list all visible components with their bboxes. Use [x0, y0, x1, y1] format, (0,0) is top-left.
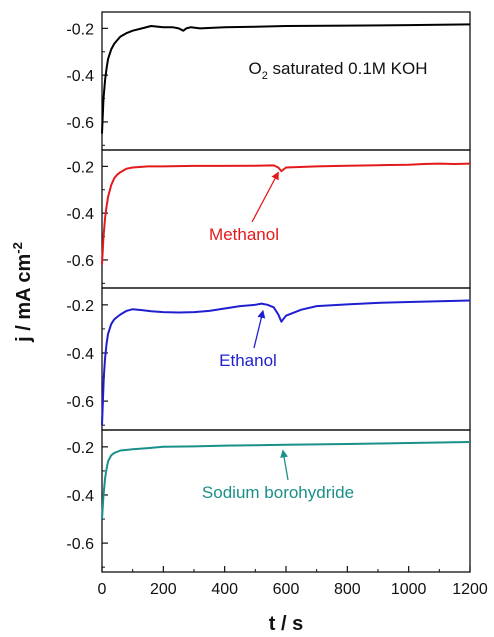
series-line-2 — [101, 299, 471, 426]
y-tick-label: -0.6 — [66, 253, 94, 270]
y-tick-label: -0.6 — [66, 394, 94, 411]
x-tick-label: 1000 — [391, 581, 427, 598]
y-tick-label: -0.4 — [66, 68, 94, 85]
series-label: Methanol — [209, 225, 279, 244]
y-tick-label: -0.2 — [66, 440, 94, 457]
panel-3: -0.2 -0.4 -0.6 Sodium borohydride — [66, 429, 471, 573]
panel-frame — [101, 11, 471, 151]
series-line-1 — [101, 162, 471, 265]
panel-0: -0.2 -0.4 -0.6 O2 saturated 0.1M KOH — [66, 11, 471, 151]
y-tick-label: -0.4 — [66, 206, 94, 223]
y-tick-label: -0.2 — [66, 159, 94, 176]
x-tick-label: 0 — [98, 581, 107, 598]
x-axis: 0 200 400 600 800 1000 1200 — [98, 566, 488, 598]
series-label-subscript: 2 — [262, 70, 268, 82]
x-tick-label: 400 — [211, 581, 238, 598]
series-line-3 — [101, 441, 471, 520]
y-axis-title-superscript: -2 — [10, 242, 25, 254]
series-arrow — [253, 309, 266, 349]
panel-2: -0.2 -0.4 -0.6 Ethanol — [66, 287, 471, 431]
series-label: Ethanol — [219, 351, 277, 370]
y-tick-label: -0.4 — [66, 346, 94, 363]
y-tick-label: -0.4 — [66, 488, 94, 505]
series-label: O2 saturated 0.1M KOH — [248, 59, 427, 82]
panel-frame — [101, 149, 471, 289]
series-line-0 — [101, 23, 471, 134]
x-tick-label: 1200 — [452, 581, 488, 598]
y-tick-label: -0.2 — [66, 21, 94, 38]
panel-1: -0.2 -0.4 -0.6 Methanol — [66, 149, 471, 289]
y-tick-label: -0.2 — [66, 298, 94, 315]
y-tick-label: -0.6 — [66, 115, 94, 132]
x-tick-label: 200 — [150, 581, 177, 598]
x-tick-label: 600 — [273, 581, 300, 598]
chart-panels: -0.2-0.4-0.6O2 saturated 0.1M KOH-0.2-0.… — [66, 11, 471, 573]
series-label-part: saturated 0.1M KOH — [268, 59, 428, 78]
x-tick-label: 800 — [334, 581, 361, 598]
series-label: Sodium borohydride — [202, 483, 354, 502]
y-axis-title-main: j / mA cm — [13, 254, 35, 343]
series-label-part: O — [248, 59, 261, 78]
y-tick-label: -0.6 — [66, 536, 94, 553]
x-axis-title: t / s — [269, 613, 303, 635]
series-arrow — [280, 449, 289, 481]
panel-frame — [101, 287, 471, 431]
y-axis-title: j / mA cm-2 — [10, 242, 35, 343]
series-arrow — [251, 171, 279, 223]
